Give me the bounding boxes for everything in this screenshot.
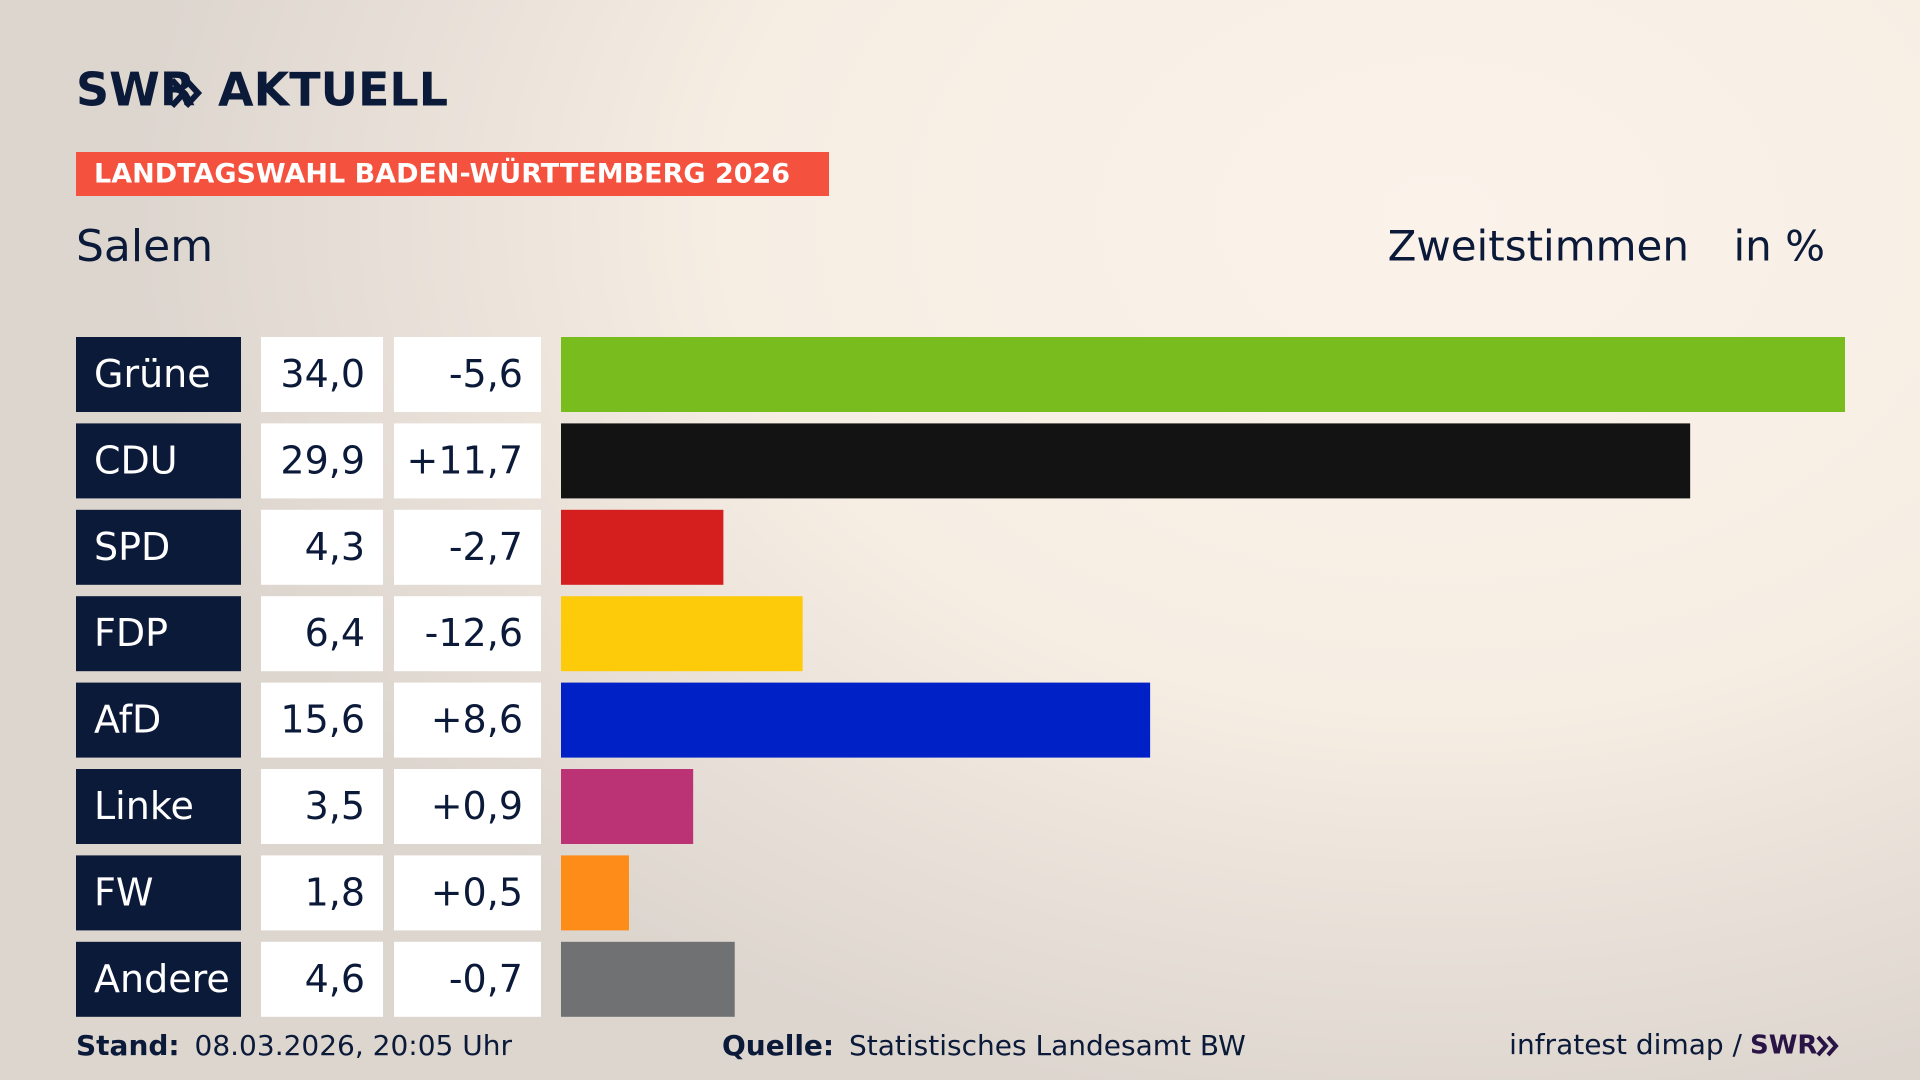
banner: LANDTAGSWAHL BADEN-WÜRTTEMBERG 2026: [94, 157, 790, 190]
party-box: [76, 423, 241, 499]
party-box: [76, 509, 241, 585]
change-label: -5,6: [449, 352, 523, 396]
change-box: [394, 423, 541, 499]
party-label: SPD: [94, 525, 170, 569]
subtitle: Zweitstimmen: [1388, 222, 1689, 271]
party-label: AfD: [94, 698, 161, 742]
value-box: [261, 941, 383, 1017]
change-box: [394, 769, 541, 844]
credit: infratest dimap /: [1509, 1028, 1742, 1061]
change-box: [394, 941, 541, 1017]
party-label: FDP: [94, 611, 168, 655]
value-box: [261, 509, 383, 585]
bar: [561, 337, 1845, 412]
party-box: [76, 682, 241, 758]
bar: [561, 769, 694, 844]
party-box: [76, 941, 241, 1017]
party-box: [76, 596, 241, 672]
value-label: 1,8: [305, 870, 365, 914]
logo-chevrons: [169, 77, 203, 109]
unit: in %: [1733, 222, 1825, 271]
party-box: [76, 769, 241, 844]
value-label: 15,6: [280, 698, 365, 742]
value-label: 6,4: [305, 611, 365, 655]
value-box: [261, 337, 383, 412]
change-box: [394, 855, 541, 931]
value-box: [261, 682, 383, 758]
credit-brand: SWR: [1750, 1031, 1817, 1061]
bar: [561, 509, 724, 585]
footer-source: Quelle: Statistisches Landesamt BW: [722, 1029, 1246, 1062]
value-label: 34,0: [280, 352, 365, 396]
party-label: Grüne: [94, 352, 211, 396]
banner-bg: [76, 152, 829, 196]
change-label: +11,7: [407, 438, 523, 482]
change-label: -2,7: [449, 525, 523, 569]
value-label: 29,9: [280, 438, 365, 482]
party-label: CDU: [94, 438, 178, 482]
change-label: -0,7: [449, 957, 523, 1001]
footer-stand: Stand: 08.03.2026, 20:05 Uhr: [76, 1029, 512, 1062]
change-box: [394, 682, 541, 758]
party-box: [76, 855, 241, 931]
bar: [561, 682, 1151, 758]
change-box: [394, 509, 541, 585]
chart-title: Salem: [76, 221, 213, 272]
bar: [561, 855, 629, 931]
bar: [561, 596, 803, 672]
bar: [561, 423, 1691, 499]
credit-chevrons: [1816, 1035, 1839, 1057]
value-box: [261, 423, 383, 499]
stand: 08.03.2026, 20:05 Uhr: [195, 1029, 513, 1062]
logo-swr: SWR: [76, 63, 195, 117]
party-label: Andere: [94, 957, 230, 1001]
change-box: [394, 337, 541, 412]
change-box: [394, 596, 541, 672]
change-label: -12,6: [425, 611, 523, 655]
value-box: [261, 769, 383, 844]
party-box: [76, 337, 241, 412]
party-label: FW: [94, 870, 153, 914]
stand-label: Stand:: [76, 1029, 180, 1062]
source-label: Quelle:: [722, 1029, 834, 1062]
source: Statistisches Landesamt BW: [849, 1029, 1246, 1062]
change-label: +0,5: [431, 870, 523, 914]
bar: [561, 941, 735, 1017]
value-box: [261, 596, 383, 672]
value-label: 4,3: [305, 525, 365, 569]
change-label: +8,6: [431, 698, 523, 742]
party-label: Linke: [94, 784, 194, 828]
value-label: 3,5: [305, 784, 365, 828]
value-box: [261, 855, 383, 931]
value-label: 4,6: [305, 957, 365, 1001]
logo-aktuell: AKTUELL: [218, 63, 448, 117]
change-label: +0,9: [431, 784, 523, 828]
